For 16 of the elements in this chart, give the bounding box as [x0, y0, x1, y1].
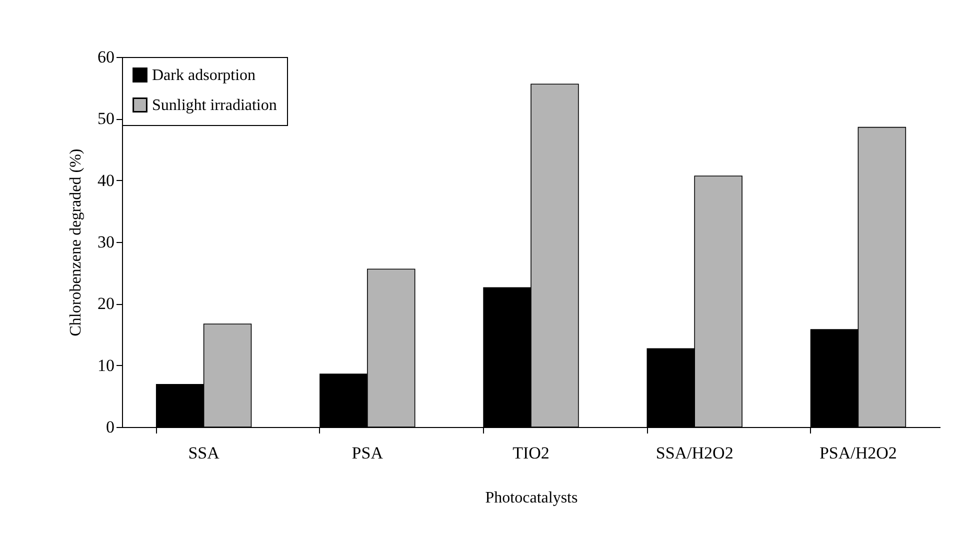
x-tick-label: SSA	[188, 444, 220, 462]
y-tick-label: 30	[98, 232, 114, 252]
y-tick-label: 60	[98, 48, 114, 66]
legend-label: Dark adsorption	[152, 67, 256, 84]
x-tick-label: PSA	[352, 444, 384, 462]
y-tick-label: 20	[98, 294, 114, 314]
x-tick-label: TIO2	[512, 444, 550, 462]
x-tick-label: SSA/H2O2	[656, 444, 734, 462]
y-tick-label: 50	[98, 109, 114, 128]
y-tick-label: 0	[106, 418, 114, 436]
y-axis-title: Chlorobenzene degraded (%)	[68, 148, 84, 336]
x-tick-label: PSA/H2O2	[819, 444, 897, 462]
x-axis-title: Photocatalysts	[485, 490, 578, 506]
y-tick-label: 10	[98, 356, 114, 375]
y-tick-label: 40	[98, 170, 114, 190]
legend-label: Sunlight irradiation	[152, 97, 277, 114]
